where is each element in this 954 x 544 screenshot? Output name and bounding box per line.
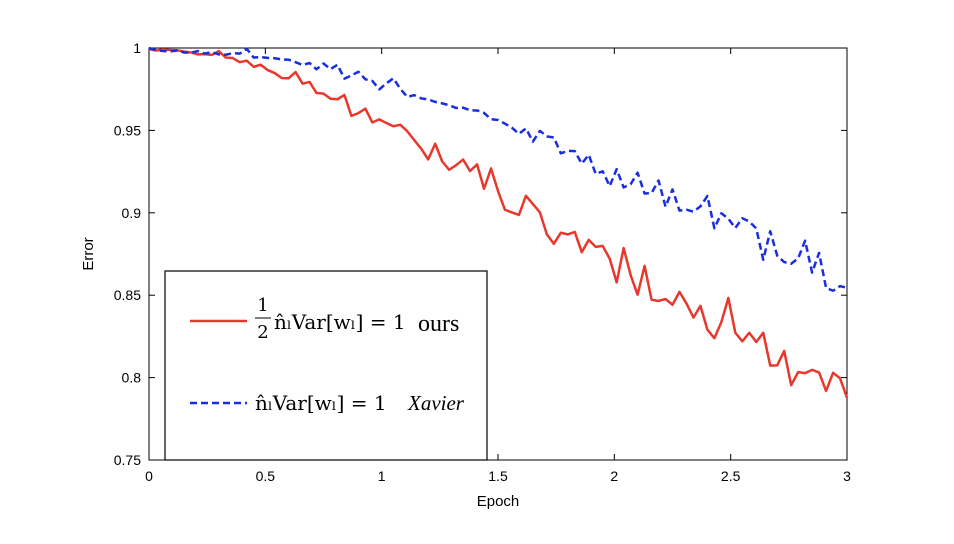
series-line-ours bbox=[148, 47, 849, 399]
legend: 1 2 n̂ₗVar[wₗ] = 1 ours n̂ₗVar[wₗ] = 1 X… bbox=[164, 270, 488, 461]
x-axis-label: Epoch bbox=[477, 493, 520, 510]
legend-xavier-expression: n̂ₗVar[wₗ] = 1 bbox=[255, 391, 387, 415]
axes: 0 0.5 1 1.5 2 2.5 3 0.75 0.8 0.85 0.9 0.95 1 Epoch Err… bbox=[80, 40, 851, 510]
x-tick-label: 2 bbox=[610, 468, 618, 484]
y-tick-label: 0.75 bbox=[114, 452, 141, 468]
y-tick-label: 1 bbox=[133, 40, 141, 56]
y-tick-label: 0.85 bbox=[114, 287, 141, 303]
legend-ours-tag: ours bbox=[418, 311, 459, 337]
legend-xavier-tag: Xavier bbox=[407, 391, 465, 415]
x-tick-label: 2.5 bbox=[721, 468, 741, 484]
legend-ours-frac-numerator: 1 bbox=[257, 295, 268, 316]
legend-ours-frac-denominator: 2 bbox=[257, 322, 268, 343]
series-lines bbox=[148, 46, 849, 399]
x-tick-label: 1.5 bbox=[488, 468, 508, 484]
y-tick-label: 0.95 bbox=[114, 122, 141, 138]
y-tick-label: 0.8 bbox=[122, 370, 142, 386]
x-tick-label: 3 bbox=[843, 468, 851, 484]
legend-ours-expression: n̂ₗVar[wₗ] = 1 bbox=[274, 310, 406, 334]
x-tick-label: 1 bbox=[378, 468, 386, 484]
x-tick-label: 0.5 bbox=[256, 468, 276, 484]
x-tick-label: 0 bbox=[145, 468, 153, 484]
y-axis-label: Error bbox=[80, 237, 97, 270]
series-line-xavier bbox=[148, 46, 848, 292]
y-tick-label: 0.9 bbox=[122, 205, 142, 221]
legend-box bbox=[164, 270, 488, 461]
